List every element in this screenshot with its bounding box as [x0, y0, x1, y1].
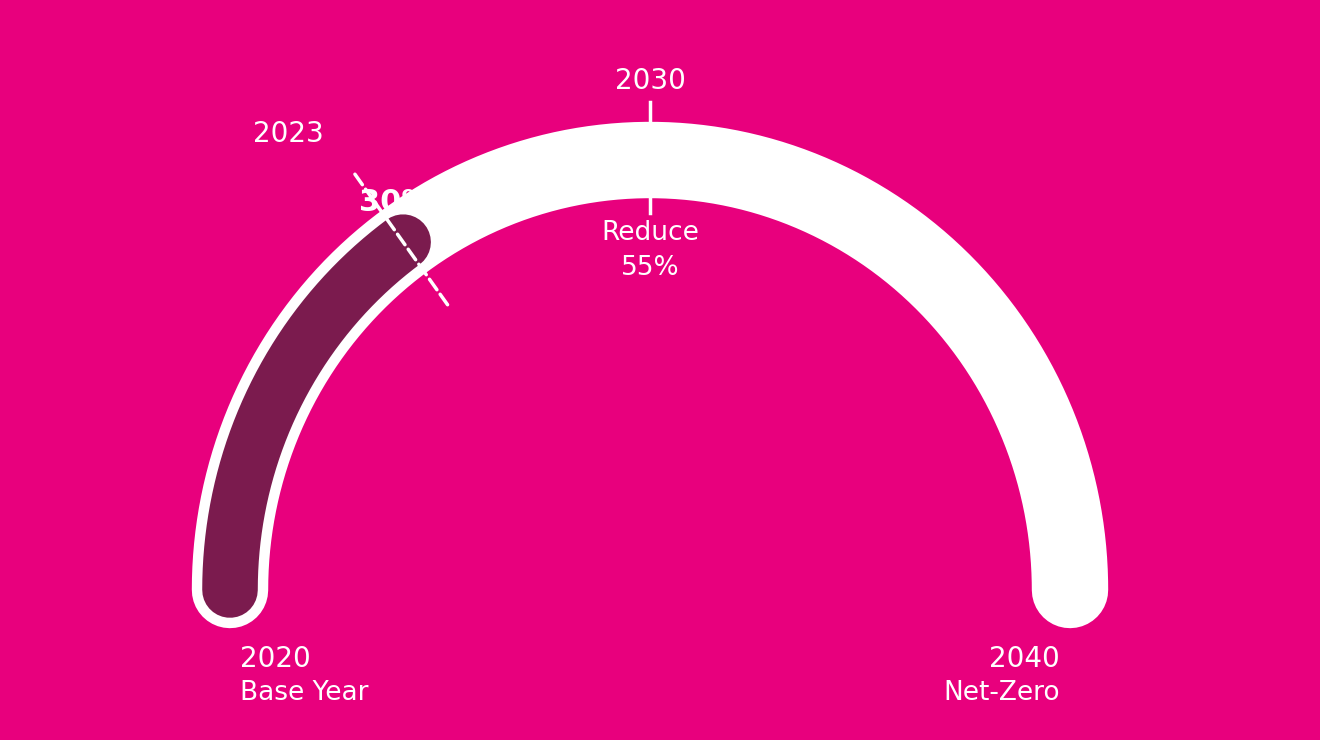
Text: 30%: 30% — [359, 187, 432, 217]
Text: Net-Zero: Net-Zero — [944, 680, 1060, 706]
Text: 2020: 2020 — [240, 645, 310, 673]
Text: Reduce: Reduce — [601, 220, 698, 246]
Text: Base Year: Base Year — [240, 680, 368, 706]
Text: 2040: 2040 — [989, 645, 1060, 673]
Text: 55%: 55% — [620, 255, 680, 281]
Text: 2023: 2023 — [253, 120, 323, 147]
Text: 2030: 2030 — [615, 67, 685, 95]
